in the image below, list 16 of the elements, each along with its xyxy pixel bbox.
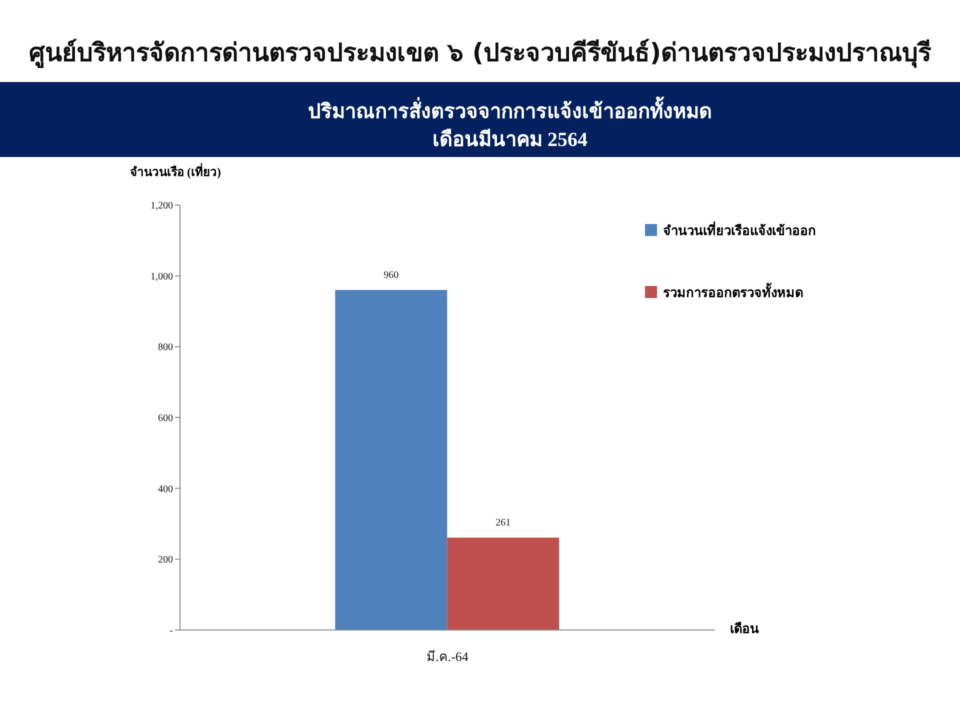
legend-label: จำนวนเที่ยวเรือแจ้งเข้าออก	[663, 220, 816, 240]
data-label: 261	[496, 518, 511, 529]
chart-title: ศูนย์บริหารจัดการด่านตรวจประมงเขต ๖ (ประจวบคีรีขันธ์)ด่านตรวจประมงปราณบุรี	[28, 37, 932, 70]
y-axis-title: จำนวนเรือ (เที่ยว)	[130, 162, 221, 181]
y-tick-label: 1,000	[150, 271, 173, 282]
x-axis-title: เดือน	[730, 620, 759, 638]
x-tick-label: มี.ค.-64	[426, 649, 469, 664]
y-tick-label: 400	[158, 484, 173, 495]
y-tick-label: 200	[158, 554, 173, 566]
chart-subtitle: ปริมาณการสั่งตรวจจากการแจ้งเข้าออกทั้งหมด เดือนมีนาคม 2564	[307, 98, 713, 153]
y-tick-label: -	[170, 626, 173, 637]
y-tick-label: 1,200	[150, 200, 173, 212]
y-tick-label: 800	[158, 342, 173, 354]
data-label: 960	[384, 270, 399, 281]
legend-label: รวมการออกตรวจทั้งหมด	[663, 282, 803, 302]
y-tick-label: 600	[158, 413, 173, 424]
